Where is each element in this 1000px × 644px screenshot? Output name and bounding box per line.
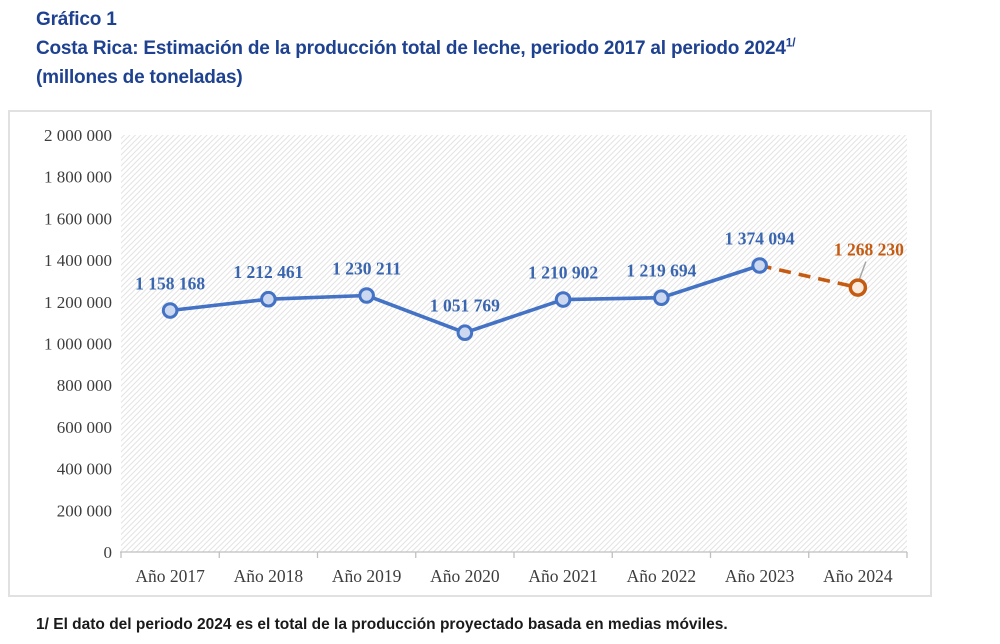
data-label: 1 051 769 [430, 296, 500, 316]
data-label: 1 158 168 [135, 274, 205, 294]
y-axis-tick-label: 800 000 [57, 376, 112, 395]
y-axis-tick-label: 0 [104, 543, 113, 562]
data-label-projection: 1 268 230 [834, 240, 904, 260]
chart-title: Costa Rica: Estimación de la producción … [36, 34, 976, 63]
x-axis-category-label: Año 2018 [234, 566, 304, 586]
data-point [751, 257, 768, 274]
line-chart: 0 200 000 400 000 600 000 800 000 1 000 000 1 … [44, 126, 908, 586]
x-axis-category-label: Año 2022 [627, 566, 697, 586]
data-label: 1 219 694 [626, 261, 696, 281]
data-point [260, 290, 277, 308]
data-label: 1 210 902 [528, 263, 598, 283]
y-axis-tick-label: 1 200 000 [44, 293, 112, 312]
x-axis-category-label: Año 2017 [135, 566, 205, 586]
chart-title-text: Costa Rica: Estimación de la producción … [36, 38, 786, 59]
y-axis-tick-label: 1 400 000 [44, 251, 112, 270]
x-axis-category-label: Año 2019 [332, 566, 402, 586]
y-axis-tick-label: 1 000 000 [44, 335, 112, 354]
data-point [358, 287, 375, 304]
chart-title-footnote-marker: 1/ [785, 35, 796, 50]
y-axis-tick-label: 400 000 [57, 460, 112, 479]
data-point [554, 291, 572, 308]
y-axis-tick-label: 1 600 000 [44, 209, 112, 228]
chart-title-block: Gráfico 1 Costa Rica: Estimación de la p… [36, 5, 976, 92]
plot-area [121, 135, 907, 552]
y-axis-tick-label: 200 000 [57, 501, 112, 520]
y-axis-tick-label: 600 000 [57, 418, 112, 437]
data-label: 1 374 094 [725, 229, 795, 249]
data-point [456, 324, 474, 342]
data-label: 1 212 461 [233, 262, 303, 282]
data-point [161, 302, 179, 319]
chart-number-label: Gráfico 1 [36, 9, 117, 30]
data-point [653, 289, 670, 306]
y-axis-tick-label: 1 800 000 [44, 168, 112, 187]
x-axis-category-label: Año 2021 [528, 566, 598, 586]
x-axis-category-label: Año 2020 [430, 566, 500, 586]
projection-label-leader-line [858, 261, 867, 281]
x-axis-category-label: Año 2024 [823, 566, 893, 586]
x-axis-category-label: Año 2023 [725, 566, 795, 586]
footnote: 1/ El dato del periodo 2024 es el total … [36, 616, 728, 633]
chart-container: 0 200 000 400 000 600 000 800 000 1 000 000 1 … [8, 110, 932, 597]
series-line-projection [759, 263, 859, 290]
data-label: 1 230 211 [332, 259, 401, 279]
chart-subtitle: (millones de toneladas) [36, 67, 243, 88]
y-axis-tick-label: 2 000 000 [44, 126, 112, 145]
data-point-projection [848, 278, 868, 297]
